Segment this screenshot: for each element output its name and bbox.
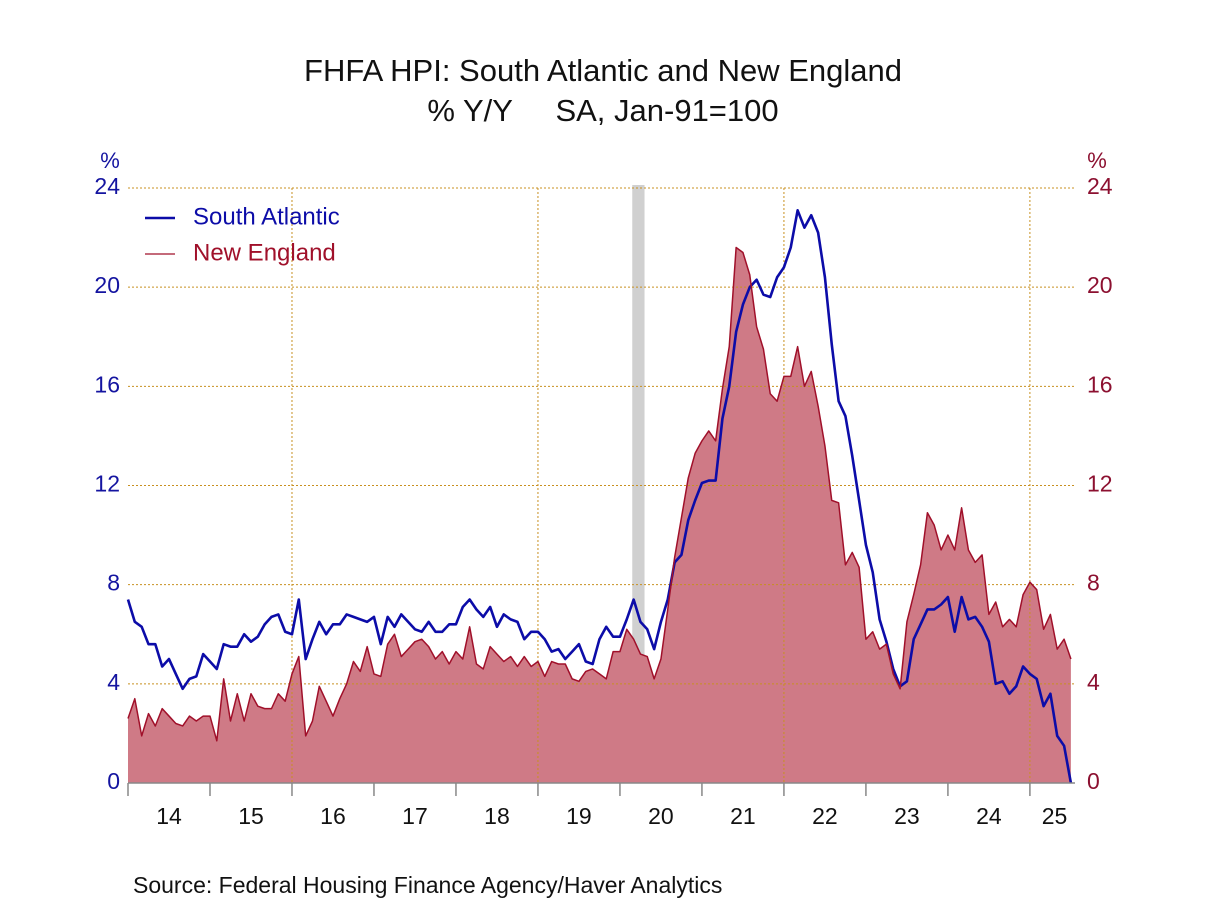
x-tick-label: 20 <box>648 803 674 829</box>
y-tick-label: 4 <box>107 669 120 695</box>
x-tick-label: 21 <box>730 803 756 829</box>
series-line <box>126 209 1073 784</box>
series-line <box>127 246 1072 742</box>
y2-tick-label: 12 <box>1087 471 1113 497</box>
y2-tick-label: 20 <box>1087 272 1113 298</box>
x-tick-label: 18 <box>484 803 510 829</box>
legend-label: South Atlantic <box>193 203 340 230</box>
y-tick-label: 16 <box>94 371 120 397</box>
y2-tick-label: 0 <box>1087 768 1100 794</box>
recession-band <box>632 185 645 783</box>
x-tick-label: 14 <box>156 803 182 829</box>
y2-tick-label: 8 <box>1087 570 1100 596</box>
legend-label: New England <box>193 239 336 266</box>
x-tick-label: 16 <box>320 803 346 829</box>
x-tick-label: 19 <box>566 803 592 829</box>
x-tick-label: 24 <box>976 803 1002 829</box>
chart-title: FHFA HPI: South Atlantic and New England <box>304 53 902 88</box>
x-tick-label: 22 <box>812 803 838 829</box>
y-unit: % <box>100 148 120 173</box>
y2-tick-label: 4 <box>1087 669 1100 695</box>
y-tick-label: 12 <box>94 471 120 497</box>
y2-tick-label: 16 <box>1087 371 1113 397</box>
y-tick-label: 8 <box>107 570 120 596</box>
y-tick-label: 0 <box>107 768 120 794</box>
x-tick-label: 17 <box>402 803 428 829</box>
y2-unit: % <box>1087 148 1107 173</box>
x-tick-label: 25 <box>1042 803 1068 829</box>
area <box>128 247 1071 783</box>
y-tick-label: 24 <box>94 173 120 199</box>
y2-tick-label: 24 <box>1087 173 1113 199</box>
chart-subtitle: % Y/Y SA, Jan-91=100 <box>427 93 778 128</box>
y-tick-label: 20 <box>94 272 120 298</box>
source: Source: Federal Housing Finance Agency/H… <box>133 872 722 898</box>
x-tick-label: 23 <box>894 803 920 829</box>
x-tick-label: 15 <box>238 803 264 829</box>
